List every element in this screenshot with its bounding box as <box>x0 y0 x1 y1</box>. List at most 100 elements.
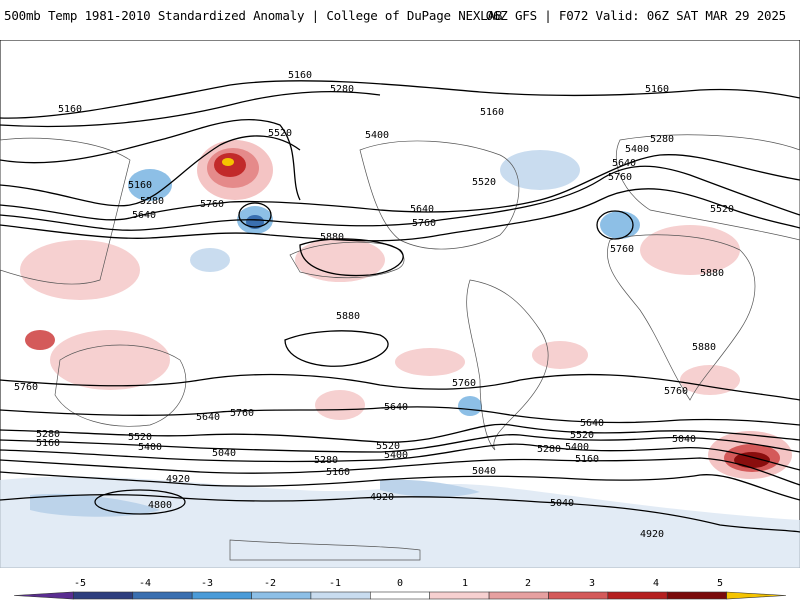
contour-labels: 5160 5280 5160 5520 5400 5160 5160 5280 … <box>14 70 734 540</box>
contour-label: 4800 <box>148 500 172 511</box>
contour-5400-south <box>0 434 800 453</box>
colorbar-cell <box>370 591 430 600</box>
colorbar-tick: -3 <box>201 578 213 589</box>
contour-label: 5640 <box>580 418 604 429</box>
contour-label: 5760 <box>412 218 436 229</box>
colorbar-tick: 5 <box>717 578 723 589</box>
contour-label: 5640 <box>132 210 156 221</box>
contour-label: 5520 <box>570 430 594 441</box>
contour-label: 5520 <box>128 432 152 443</box>
contour-5520-south <box>0 423 800 443</box>
contour-5760-north <box>0 165 800 231</box>
contour-label: 5280 <box>537 444 561 455</box>
colorbar-cell <box>13 591 74 600</box>
warm-anomaly-pacific <box>295 238 385 282</box>
contour-5520-north <box>0 135 301 207</box>
contour-label: 5520 <box>268 128 292 139</box>
colorbar-labels: -5 -4 -3 -2 -1 0 1 2 3 4 5 <box>74 578 723 589</box>
coastline-north-america <box>359 140 520 250</box>
colorbar-tick: -4 <box>139 578 151 589</box>
colorbar-tick: -5 <box>74 578 86 589</box>
contour-label: 5760 <box>608 172 632 183</box>
contour-label: 5520 <box>472 177 496 188</box>
contour-label: 5160 <box>480 107 504 118</box>
contour-5880-north <box>0 188 800 242</box>
contour-5880-ridge <box>299 238 404 277</box>
contour-label: 5760 <box>230 408 254 419</box>
contour-label: 5520 <box>710 204 734 215</box>
contour-5040-south <box>0 471 800 501</box>
contour-label: 5160 <box>645 84 669 95</box>
colorbar: -5 -4 -3 -2 -1 0 1 2 3 4 5 <box>0 568 800 600</box>
contour-4920-south <box>0 494 800 533</box>
contour-label: 5400 <box>365 130 389 141</box>
cold-anomaly-atlantic <box>600 211 640 239</box>
colorbar-tick: -2 <box>264 578 276 589</box>
colorbar-cell <box>191 591 252 600</box>
contour-label: 5640 <box>410 204 434 215</box>
contour-label: 5760 <box>14 382 38 393</box>
contour-label: 5760 <box>452 378 476 389</box>
contour-label: 5160 <box>288 70 312 81</box>
warm-anomaly-s-america <box>532 341 588 369</box>
run-info: 06Z GFS | F072 Valid: 06Z SAT MAR 29 202… <box>485 8 787 23</box>
contour-label: 5160 <box>326 467 350 478</box>
contour-5400-north <box>0 118 301 201</box>
contour-5160-south <box>0 457 800 486</box>
contour-label: 5280 <box>140 196 164 207</box>
contour-4800-closed <box>94 489 186 515</box>
contour-label: 5760 <box>664 386 688 397</box>
colorbar-tick: 2 <box>525 578 531 589</box>
colorbar-cell <box>607 591 668 600</box>
contour-label: 5640 <box>384 402 408 413</box>
colorbar-cell <box>488 591 549 600</box>
contour-label: 5160 <box>575 454 599 465</box>
warm-anomaly-s-indian-core <box>734 452 770 468</box>
coastline-australia <box>54 344 187 427</box>
colorbar-cell <box>548 591 609 600</box>
cold-anomaly-s-pac <box>380 479 480 498</box>
colorbar-tick: 1 <box>462 578 468 589</box>
contour-label: 5280 <box>314 455 338 466</box>
coastline-africa <box>607 234 756 401</box>
contour-label: 5280 <box>330 84 354 95</box>
contour-label: 4920 <box>166 474 190 485</box>
colorbar-cell <box>726 591 787 600</box>
contour-5880-epacific <box>284 330 389 367</box>
contour-label: 5760 <box>610 244 634 255</box>
cold-anomaly-sw <box>30 493 160 517</box>
contour-label: 5400 <box>625 144 649 155</box>
cold-anomaly-s-america <box>458 396 482 416</box>
colorbar-cell <box>132 591 193 600</box>
coastline-baja-mexico <box>289 241 405 279</box>
contour-5280-south <box>0 443 800 471</box>
map-title: 500mb Temp 1981-2010 Standardized Anomal… <box>4 8 503 23</box>
contour-label: 5040 <box>672 434 696 445</box>
contour-label: 4920 <box>370 492 394 503</box>
contour-label: 5520 <box>376 441 400 452</box>
cold-anomaly-pacific-low-core <box>246 215 264 229</box>
colorbar-cell <box>73 591 134 600</box>
contour-5760-south <box>0 373 800 401</box>
warm-anomaly-aleutian-peak <box>222 158 234 166</box>
contour-label: 5160 <box>58 104 82 115</box>
contour-label: 5160 <box>128 180 152 191</box>
contour-5280-north <box>0 90 381 128</box>
contour-5640-north <box>0 154 800 221</box>
warm-anomaly-africa <box>640 225 740 275</box>
warm-anomaly-w-edge <box>25 330 55 350</box>
contour-label: 5400 <box>565 442 589 453</box>
weather-map: 5160 5280 5160 5520 5400 5160 5160 5280 … <box>0 39 800 569</box>
warm-anomaly-s-africa <box>680 365 740 395</box>
contour-label: 5040 <box>472 466 496 477</box>
contour-label: 5280 <box>650 134 674 145</box>
warm-anomaly-australia <box>50 330 170 390</box>
coastline-eurasia-east <box>616 134 800 241</box>
height-contours <box>0 80 800 533</box>
cold-anomaly-ne-canada <box>500 150 580 190</box>
contour-label: 5880 <box>320 232 344 243</box>
colorbar-cell <box>310 591 371 600</box>
warm-anomaly-asia <box>20 240 140 300</box>
contour-label: 5880 <box>700 268 724 279</box>
colorbar-tick: 4 <box>653 578 659 589</box>
